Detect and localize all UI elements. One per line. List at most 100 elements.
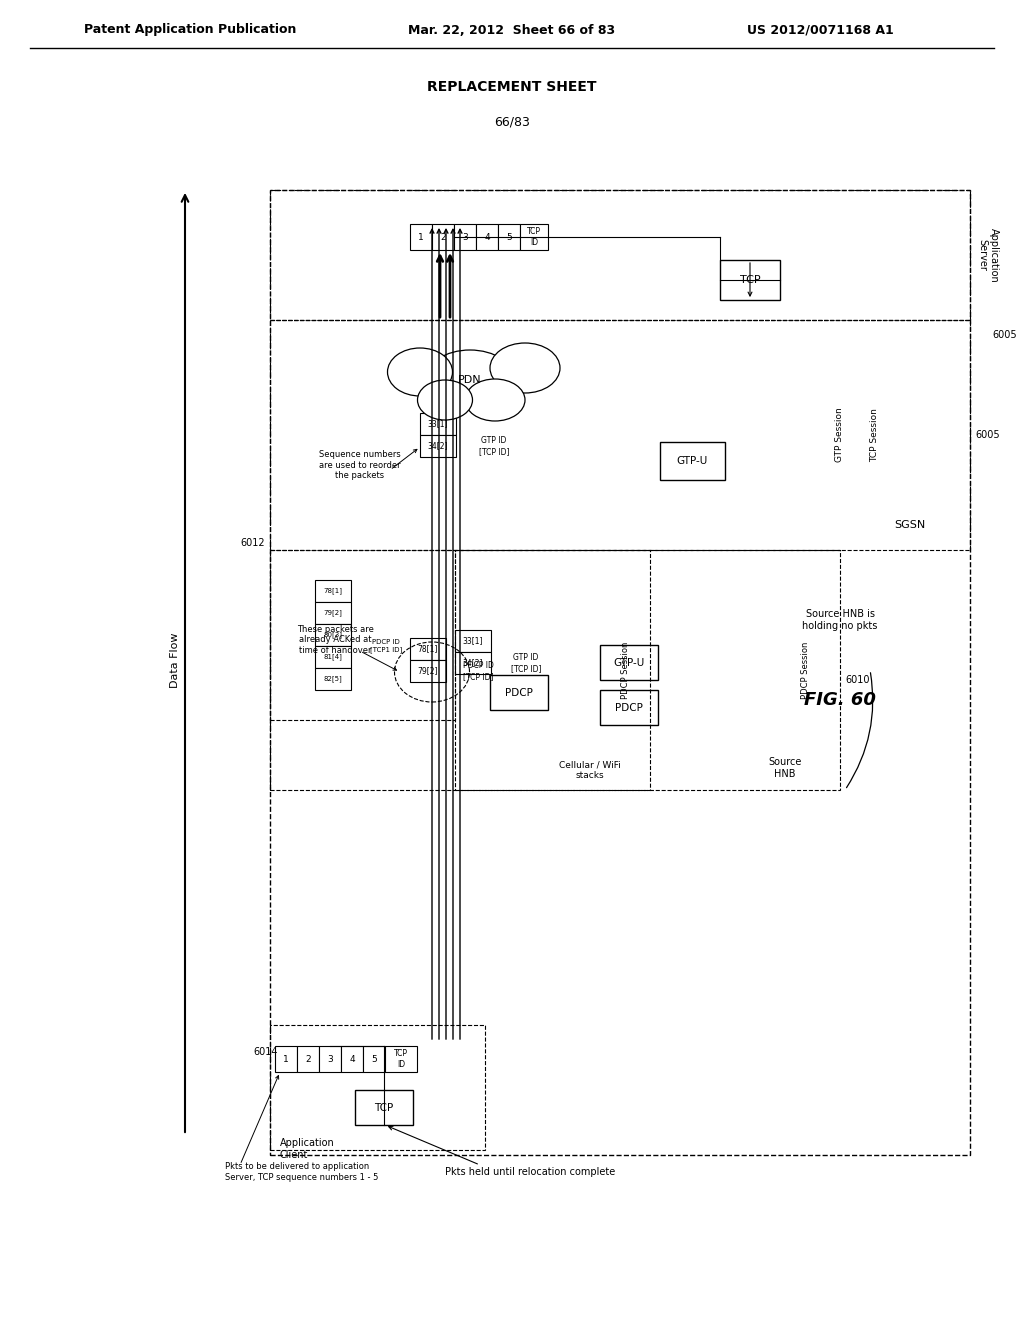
Bar xyxy=(315,668,351,690)
Bar xyxy=(720,260,780,300)
Text: 6005: 6005 xyxy=(992,330,1017,341)
Bar xyxy=(315,602,351,624)
Text: PDCP: PDCP xyxy=(505,688,532,698)
Text: Patent Application Publication: Patent Application Publication xyxy=(84,24,296,37)
Bar xyxy=(455,652,490,675)
Bar xyxy=(520,224,548,249)
Bar xyxy=(454,224,476,249)
Bar xyxy=(355,1090,413,1125)
Bar xyxy=(270,190,970,1155)
Text: Sequence numbers
are used to reorder
the packets: Sequence numbers are used to reorder the… xyxy=(319,450,400,480)
Text: 2: 2 xyxy=(305,1055,311,1064)
Bar xyxy=(432,224,454,249)
Text: 79[2]: 79[2] xyxy=(418,667,438,676)
Text: 34[2]: 34[2] xyxy=(428,441,449,450)
Bar xyxy=(490,675,548,710)
Bar xyxy=(420,436,456,457)
Bar xyxy=(270,1026,485,1150)
Ellipse shape xyxy=(418,380,472,420)
Bar xyxy=(476,224,498,249)
Text: TCP Session: TCP Session xyxy=(870,408,880,462)
Bar xyxy=(455,550,840,789)
Ellipse shape xyxy=(425,350,515,411)
Text: GTP-U: GTP-U xyxy=(613,657,645,668)
Text: GTP-U: GTP-U xyxy=(677,455,708,466)
Text: 78[1]: 78[1] xyxy=(324,587,342,594)
Bar xyxy=(362,1045,385,1072)
Text: 81[4]: 81[4] xyxy=(324,653,342,660)
Text: SGSN: SGSN xyxy=(894,520,926,531)
Text: 6014: 6014 xyxy=(254,1047,279,1057)
Ellipse shape xyxy=(465,379,525,421)
Text: 6012: 6012 xyxy=(241,539,265,548)
Text: 66/83: 66/83 xyxy=(494,116,530,128)
Text: 79[2]: 79[2] xyxy=(324,610,342,616)
Text: 33[1]: 33[1] xyxy=(428,420,449,429)
Bar xyxy=(319,1045,341,1072)
Bar xyxy=(600,690,658,725)
Text: PDCP ID
[TCP ID]: PDCP ID [TCP ID] xyxy=(463,661,494,681)
Text: TCP: TCP xyxy=(375,1104,393,1113)
Text: Source HNB is
holding no pkts: Source HNB is holding no pkts xyxy=(803,610,878,631)
Text: Pkts to be delivered to application
Server, TCP sequence numbers 1 - 5: Pkts to be delivered to application Serv… xyxy=(225,1163,379,1181)
Text: FIG. 60: FIG. 60 xyxy=(804,690,876,709)
Text: 3: 3 xyxy=(462,232,468,242)
Text: 82[5]: 82[5] xyxy=(324,676,342,682)
Bar xyxy=(341,1045,362,1072)
Text: 4: 4 xyxy=(484,232,489,242)
Bar xyxy=(498,224,520,249)
Text: TCP: TCP xyxy=(739,275,760,285)
Text: Mar. 22, 2012  Sheet 66 of 83: Mar. 22, 2012 Sheet 66 of 83 xyxy=(409,24,615,37)
Text: 6010: 6010 xyxy=(846,675,870,685)
Text: US 2012/0071168 A1: US 2012/0071168 A1 xyxy=(746,24,893,37)
Text: 33[1]: 33[1] xyxy=(463,636,483,645)
Text: 80[3]: 80[3] xyxy=(324,632,342,639)
Bar xyxy=(660,442,725,480)
Text: GTP ID
[TCP ID]: GTP ID [TCP ID] xyxy=(511,653,542,673)
Text: 1: 1 xyxy=(418,232,424,242)
Bar xyxy=(275,1045,297,1072)
Bar xyxy=(270,190,970,319)
Bar xyxy=(420,413,456,436)
Bar xyxy=(410,660,446,682)
Bar xyxy=(410,638,446,660)
Text: GTP Session: GTP Session xyxy=(836,408,845,462)
Text: REPLACEMENT SHEET: REPLACEMENT SHEET xyxy=(427,81,597,94)
Bar xyxy=(297,1045,319,1072)
Text: PDCP: PDCP xyxy=(615,704,643,713)
Text: Cellular / WiFi
stacks: Cellular / WiFi stacks xyxy=(559,760,621,780)
Text: PDN: PDN xyxy=(458,375,482,385)
Text: Application
Client: Application Client xyxy=(280,1138,335,1159)
Bar xyxy=(315,624,351,645)
Bar xyxy=(410,224,432,249)
Bar xyxy=(385,1045,417,1072)
Text: 2: 2 xyxy=(440,232,445,242)
Text: Application
Server: Application Server xyxy=(977,227,998,282)
Text: Pkts held until relocation complete: Pkts held until relocation complete xyxy=(444,1167,615,1177)
Ellipse shape xyxy=(490,343,560,393)
Text: TCP
ID: TCP ID xyxy=(394,1049,408,1069)
Text: TCP
ID: TCP ID xyxy=(527,227,541,247)
Bar xyxy=(270,319,970,550)
Text: 34[2]: 34[2] xyxy=(463,659,483,668)
Text: These packets are
already ACKed at
time of handover: These packets are already ACKed at time … xyxy=(297,626,374,655)
Text: PDCP ID
[TCP1 ID]: PDCP ID [TCP1 ID] xyxy=(370,639,402,653)
Text: 5: 5 xyxy=(506,232,512,242)
Text: 78[1]: 78[1] xyxy=(418,644,438,653)
Text: 5: 5 xyxy=(371,1055,377,1064)
Bar xyxy=(455,630,490,652)
Bar xyxy=(315,645,351,668)
Bar xyxy=(270,550,455,719)
Text: 3: 3 xyxy=(327,1055,333,1064)
Text: Source
HNB: Source HNB xyxy=(768,758,802,779)
Text: GTP ID
[TCP ID]: GTP ID [TCP ID] xyxy=(479,437,509,455)
Text: PDCP Session: PDCP Session xyxy=(801,642,810,698)
Bar xyxy=(270,550,650,789)
Text: 6005: 6005 xyxy=(976,430,1000,440)
Text: PDCP Session: PDCP Session xyxy=(621,642,630,698)
Text: Data Flow: Data Flow xyxy=(170,632,180,688)
Text: 4: 4 xyxy=(349,1055,354,1064)
Ellipse shape xyxy=(387,348,453,396)
Bar xyxy=(315,579,351,602)
Text: 1: 1 xyxy=(283,1055,289,1064)
